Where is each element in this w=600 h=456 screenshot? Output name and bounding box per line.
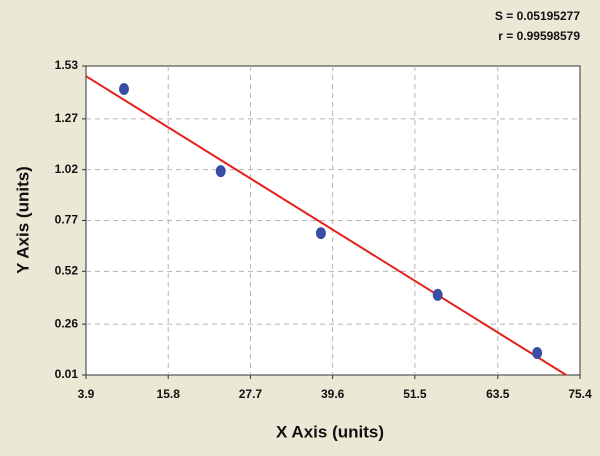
y-tick-label: 0.52	[55, 263, 79, 277]
x-tick-label: 39.6	[321, 387, 345, 401]
y-axis-label: Y Axis (units)	[13, 166, 32, 274]
y-tick-label: 0.77	[55, 213, 79, 227]
y-tick-label: 1.02	[55, 162, 79, 176]
y-tick-label: 1.27	[55, 111, 79, 125]
x-tick-label: 63.5	[486, 387, 510, 401]
y-tick-label: 1.53	[55, 58, 79, 72]
x-tick-label: 27.7	[239, 387, 263, 401]
x-tick-label: 3.9	[78, 387, 95, 401]
y-tick-label: 0.26	[55, 316, 79, 330]
fit-line	[85, 75, 567, 376]
x-tick-label: 51.5	[403, 387, 427, 401]
x-axis-label: X Axis (units)	[276, 422, 384, 441]
stat-s: S = 0.05195277	[495, 9, 580, 23]
point	[432, 288, 443, 301]
x-tick-label: 15.8	[157, 387, 181, 401]
stat-r: r = 0.99598579	[498, 29, 580, 43]
x-tick-label: 75.4	[568, 387, 592, 401]
point	[215, 165, 226, 178]
point	[532, 347, 543, 360]
point	[119, 82, 129, 95]
point	[315, 227, 326, 240]
y-tick-label: 0.01	[55, 367, 79, 381]
